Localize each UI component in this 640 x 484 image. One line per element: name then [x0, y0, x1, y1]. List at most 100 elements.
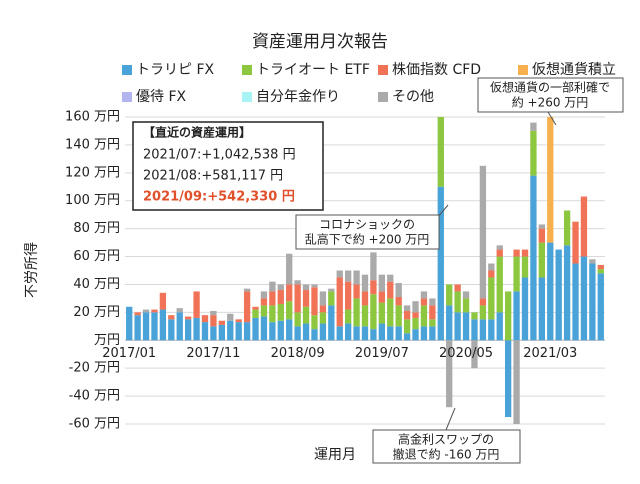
- bar-segment: [269, 281, 276, 292]
- bar-segment: [336, 270, 343, 278]
- bar-segment: [580, 196, 588, 257]
- bar-segment: [437, 117, 444, 187]
- bar-segment: [446, 340, 453, 408]
- bar-segment: [286, 284, 293, 302]
- bar-segment: [521, 256, 529, 278]
- y-tick-label: -20 万円: [69, 361, 120, 376]
- bar-segment: [142, 312, 150, 341]
- callout-line: [547, 111, 557, 126]
- callout-text: 撤退で約 -160 万円: [393, 447, 500, 462]
- bar-segment: [479, 305, 487, 320]
- bar-segment: [168, 319, 175, 341]
- bar-segment: [252, 306, 259, 310]
- callout-text: 仮想通貨の一部利確で: [490, 80, 610, 95]
- bar-segment: [336, 277, 343, 327]
- legend-swatch: [122, 92, 132, 102]
- bar-segment: [387, 298, 394, 327]
- legend-swatch: [242, 65, 252, 75]
- x-tick-label: 2017/11: [186, 346, 240, 361]
- bar-segment: [176, 308, 183, 313]
- bar-segment: [403, 319, 411, 334]
- bar-segment: [446, 305, 453, 341]
- bar-segment: [227, 320, 234, 341]
- bar-segment: [345, 309, 352, 324]
- bar-segment: [496, 249, 503, 257]
- bar-segment: [126, 306, 133, 341]
- bar-segment: [311, 315, 318, 330]
- bar-segment: [294, 312, 301, 327]
- bar-segment: [488, 319, 495, 341]
- bar-segment: [420, 305, 428, 327]
- bar-segment: [403, 305, 411, 311]
- bar-segment: [185, 316, 192, 320]
- bar-segment: [370, 280, 377, 295]
- bar-segment: [361, 305, 369, 327]
- x-tick-label: 2017/01: [102, 346, 156, 361]
- bar-segment: [420, 326, 428, 341]
- bar-segment: [488, 263, 495, 271]
- bar-segment: [547, 117, 554, 243]
- bar-segment: [387, 326, 394, 341]
- callout-box: [372, 429, 521, 464]
- bar-segment: [345, 323, 352, 341]
- y-tick-label: 20 万円: [73, 305, 120, 320]
- bar-segment: [412, 312, 419, 318]
- bar-segment: [589, 259, 596, 264]
- bar-segment: [134, 315, 141, 341]
- bar-segment: [496, 245, 503, 250]
- bar-segment: [471, 312, 478, 320]
- bar-segment: [277, 320, 284, 341]
- bar-segment: [387, 274, 394, 282]
- bar-segment: [176, 312, 183, 341]
- bar-segment: [471, 319, 478, 341]
- bar-segment: [597, 273, 604, 341]
- y-tick-label: 40 万円: [73, 277, 120, 292]
- bar-segment: [243, 291, 251, 323]
- bar-segment: [429, 326, 436, 341]
- bar-segment: [429, 305, 436, 320]
- bar-segment: [378, 274, 385, 292]
- legend-label: 自分年金作り: [256, 89, 340, 105]
- bar-segment: [286, 319, 293, 341]
- legend-label: トライオート ETF: [256, 62, 370, 78]
- bar-segment: [294, 326, 301, 341]
- bar-segment: [488, 277, 495, 320]
- bar-segment: [420, 298, 428, 306]
- callout-box: [477, 77, 624, 113]
- bar-segment: [201, 322, 209, 341]
- bar-segment: [227, 313, 234, 321]
- summary-box: [132, 121, 324, 211]
- bar-segment: [378, 323, 385, 341]
- bar-segment: [328, 288, 335, 292]
- bar-segment: [328, 305, 335, 341]
- bar-segment: [286, 253, 293, 285]
- bar-segment: [378, 291, 385, 303]
- bar-segment: [294, 280, 301, 285]
- bar-segment: [311, 287, 318, 316]
- bar-segment: [142, 309, 150, 313]
- bar-segment: [370, 329, 377, 341]
- bar-segment: [159, 309, 167, 341]
- legend-label: 優待 FX: [136, 89, 187, 105]
- bar-segment: [345, 270, 352, 282]
- bar-segment: [403, 310, 411, 320]
- x-tick-label: 2018/09: [271, 346, 325, 361]
- bar-segment: [530, 122, 537, 131]
- bar-segment: [547, 242, 554, 341]
- bar-segment: [395, 283, 402, 298]
- callout-text: コロナショックの: [319, 218, 415, 232]
- bar-segment: [277, 303, 284, 321]
- legend-label: 仮想通貨積立: [532, 61, 616, 78]
- bar-segment: [302, 284, 310, 291]
- legend-swatch: [378, 92, 388, 102]
- bar-segment: [496, 256, 503, 313]
- y-tick-label: 60 万円: [73, 249, 120, 264]
- bar-segment: [597, 264, 604, 270]
- bar-segment: [319, 305, 327, 313]
- bar-segment: [395, 326, 402, 341]
- bar-segment: [168, 315, 175, 320]
- bar-segment: [185, 319, 192, 341]
- bar-segment: [538, 277, 545, 341]
- bar-segment: [353, 298, 360, 327]
